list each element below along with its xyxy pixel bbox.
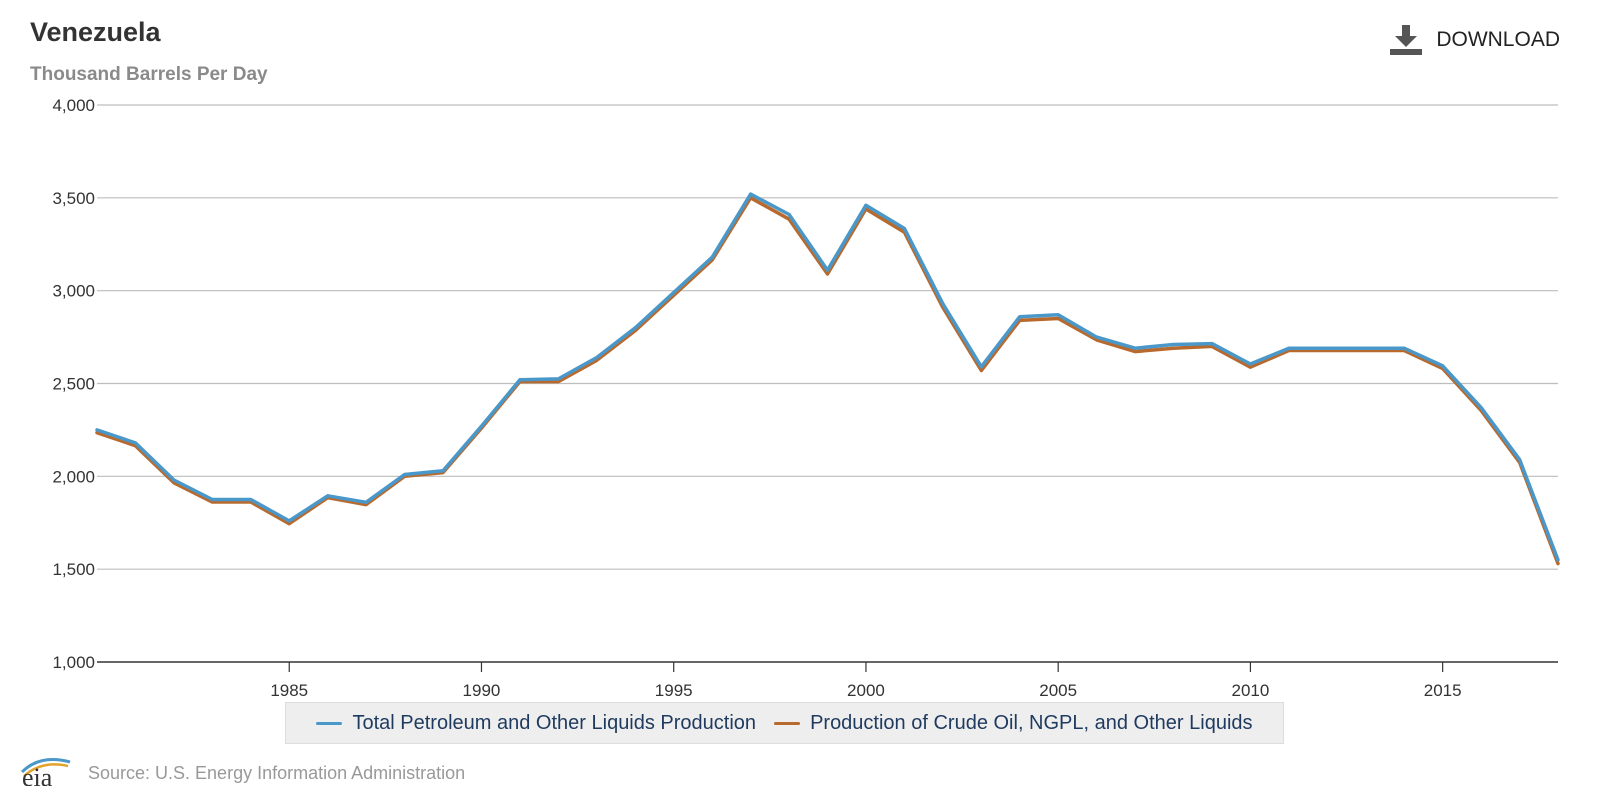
series-line-total[interactable] <box>95 192 1560 562</box>
y-tick-label: 4,000 <box>52 96 95 115</box>
legend-item-crude[interactable]: Production of Crude Oil, NGPL, and Other… <box>774 711 1253 735</box>
x-tick-label: 2015 <box>1424 681 1462 700</box>
footer: eia Source: U.S. Energy Information Admi… <box>18 752 465 791</box>
y-axis-ticks: 1,000 1,500 2,000 2,500 3,000 3,500 4,000 <box>52 96 95 672</box>
x-tick-label: 1990 <box>463 681 501 700</box>
legend: Total Petroleum and Other Liquids Produc… <box>285 702 1284 744</box>
chart-subtitle: Thousand Barrels Per Day <box>30 64 268 85</box>
download-icon <box>1390 25 1423 55</box>
legend-label-total: Total Petroleum and Other Liquids Produc… <box>352 711 757 734</box>
y-tick-label: 3,500 <box>52 189 95 208</box>
eia-logo-text: eia <box>22 763 53 786</box>
series-lines <box>95 192 1560 566</box>
eia-logo: eia <box>18 752 74 791</box>
x-tick-label: 2010 <box>1232 681 1270 700</box>
download-button[interactable]: DOWNLOAD <box>1390 22 1560 58</box>
y-tick-label: 3,000 <box>52 282 95 301</box>
x-tick-label: 1985 <box>270 681 308 700</box>
legend-label-crude: Production of Crude Oil, NGPL, and Other… <box>810 711 1253 734</box>
y-tick-label: 2,000 <box>52 467 95 486</box>
x-axis-ticks: 1985 1990 1995 2000 2005 2010 2015 <box>270 662 1462 700</box>
chart-title: Venezuela <box>30 17 161 47</box>
legend-item-total[interactable]: Total Petroleum and Other Liquids Produc… <box>316 712 756 735</box>
x-tick-label: 2000 <box>847 681 885 700</box>
legend-swatch-total <box>316 721 343 725</box>
y-tick-label: 1,000 <box>52 653 95 672</box>
source-text: Source: U.S. Energy Information Administ… <box>88 763 466 783</box>
y-tick-label: 1,500 <box>52 560 95 579</box>
legend-swatch-crude <box>774 721 801 725</box>
series-line-crude[interactable] <box>95 196 1560 566</box>
gridlines <box>97 104 1558 570</box>
y-tick-label: 2,500 <box>52 375 95 394</box>
download-label: DOWNLOAD <box>1436 28 1560 51</box>
x-tick-label: 2005 <box>1039 681 1077 700</box>
chart-plot: 1,000 1,500 2,000 2,500 3,000 3,500 4,000 1985… <box>52 96 1560 700</box>
x-tick-label: 1995 <box>655 681 693 700</box>
